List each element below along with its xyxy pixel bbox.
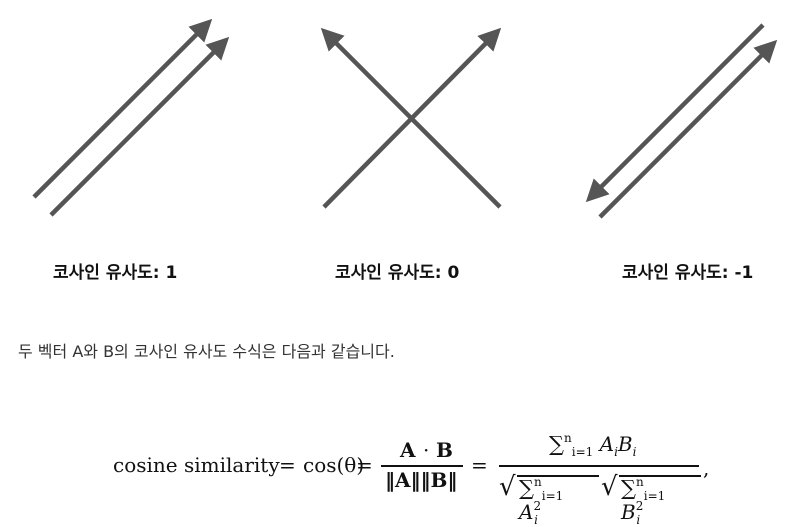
trailing-comma: ,	[703, 456, 710, 480]
parallel-vectors-same-direction	[32, 18, 230, 217]
formula-lhs: cosine similarity	[113, 453, 280, 477]
orthogonal-vectors	[320, 27, 502, 209]
fraction-bar-1	[381, 465, 463, 467]
caption-similarity-0: 코사인 유사도: 0	[335, 263, 460, 283]
opposite-vectors	[585, 23, 778, 219]
equals-sign-1: =	[279, 453, 296, 477]
vector-a-arrow	[585, 23, 765, 203]
equals-sign-2: =	[356, 453, 373, 477]
sqrt-bar-b	[619, 475, 701, 477]
equals-sign-3: =	[471, 453, 488, 477]
denominator-norms: ‖A‖‖B‖	[385, 468, 458, 492]
dot-operator: ·	[423, 438, 430, 462]
vector-b-arrow	[322, 27, 502, 209]
vector-diagrams	[32, 18, 778, 219]
vector-b-arrow	[598, 39, 778, 219]
cosine-similarity-formula: cosine similarity = cos(θ) = A · B ‖A‖‖B…	[113, 430, 733, 527]
vector-b-arrow	[49, 36, 230, 217]
caption-similarity-1: 코사인 유사도: 1	[53, 263, 178, 283]
formula-intro-text: 두 벡터 A와 B의 코사인 유사도 수식은 다음과 같습니다.	[18, 342, 395, 361]
sqrt-bar-a	[517, 475, 599, 477]
sqrt-sign-b: √	[601, 472, 618, 502]
vector-a-arrow	[32, 18, 213, 199]
numerator-sum: ∑ni=1 AiBi	[549, 431, 637, 459]
sqrt-sign-a: √	[499, 472, 516, 502]
denominator-sum-a: ∑ni=1 A2i	[519, 475, 564, 527]
numerator-vector-b: B	[436, 438, 453, 462]
numerator-vector-a: A	[400, 438, 416, 462]
caption-similarity-minus-1: 코사인 유사도: -1	[622, 263, 754, 283]
denominator-sum-b: ∑ni=1 B2i	[621, 475, 666, 527]
formula-cos-theta: cos(θ)	[303, 453, 365, 477]
fraction-bar-2	[499, 465, 699, 467]
